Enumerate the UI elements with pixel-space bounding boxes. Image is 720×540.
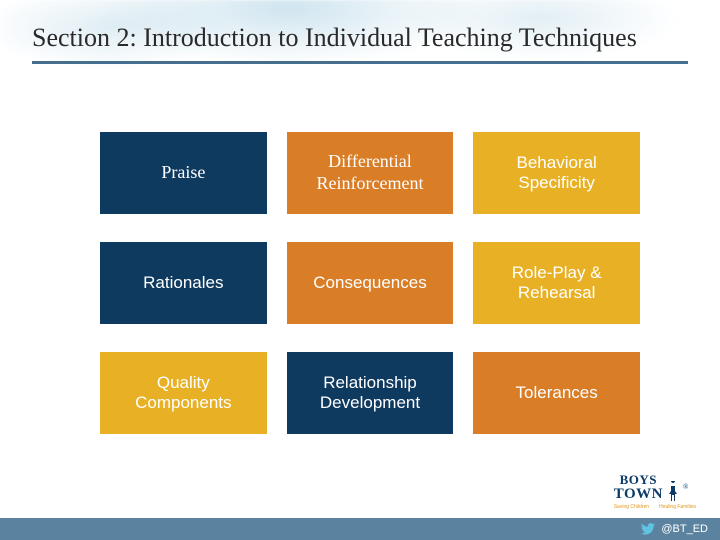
logo-sub-left: Saving Children (614, 504, 649, 510)
grid-cell-praise: Praise (100, 132, 267, 214)
cell-label: Tolerances (516, 383, 598, 403)
page-title: Section 2: Introduction to Individual Te… (32, 22, 688, 55)
grid-cell-consequences: Consequences (287, 242, 454, 324)
cell-label: Quality Components (108, 373, 259, 414)
logo-wrap: BOYS TOWN ® (614, 474, 696, 503)
grid-cell-tolerances: Tolerances (473, 352, 640, 434)
title-block: Section 2: Introduction to Individual Te… (32, 22, 688, 64)
grid-cell-behavioral-specificity: Behavioral Specificity (473, 132, 640, 214)
cell-label: Consequences (313, 273, 426, 293)
logo-silhouette-icon (667, 481, 679, 503)
grid-cell-quality-components: Quality Components (100, 352, 267, 434)
logo-text-bottom: TOWN (614, 486, 663, 503)
techniques-grid: Praise Differential Reinforcement Behavi… (100, 132, 640, 434)
twitter-bird-icon (641, 523, 655, 535)
logo-text-top: BOYS (614, 474, 663, 486)
grid-cell-differential-reinforcement: Differential Reinforcement (287, 132, 454, 214)
footer-bar: @BT_ED (0, 518, 720, 540)
cell-label: Differential Reinforcement (295, 151, 446, 194)
logo-subtitle: Saving Children Healing Families (614, 504, 696, 510)
logo-sub-right: Healing Families (659, 504, 696, 510)
grid-cell-relationship-development: Relationship Development (287, 352, 454, 434)
logo-text-block: BOYS TOWN (614, 474, 663, 503)
logo-registered: ® (683, 483, 688, 491)
grid-cell-rationales: Rationales (100, 242, 267, 324)
cell-label: Relationship Development (295, 373, 446, 414)
cell-label: Rationales (143, 273, 223, 293)
cell-label: Role-Play & Rehearsal (481, 263, 632, 304)
boys-town-logo: BOYS TOWN ® Saving Children Healing Fami… (614, 474, 696, 510)
grid-cell-role-play: Role-Play & Rehearsal (473, 242, 640, 324)
footer-handle: @BT_ED (661, 523, 708, 535)
cell-label: Behavioral Specificity (481, 153, 632, 194)
cell-label: Praise (161, 162, 205, 184)
title-underline (32, 61, 688, 64)
